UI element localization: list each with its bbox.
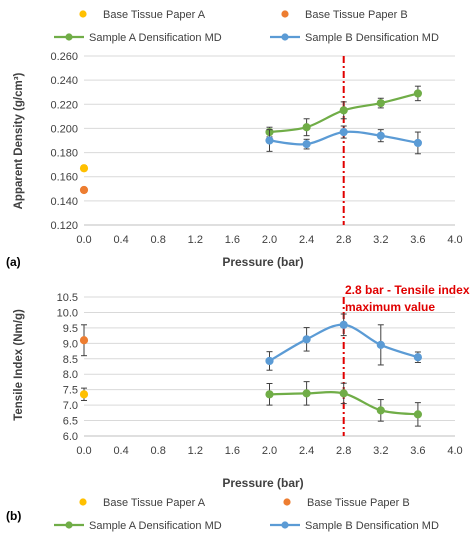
data-point [265,356,274,366]
legend-marker [65,521,73,529]
data-marks [79,297,422,436]
x-tick-label: 1.2 [188,234,203,246]
y-tick-label: 10.5 [57,292,78,304]
chart-density: Base Tissue Paper A Base Tissue Paper B Sa… [6,9,463,269]
y-axis-title: Apparent Density (g/cm³) [13,72,25,209]
legend-entry: Base Tissue Paper B [305,9,408,21]
x-tick-label: 1.6 [225,234,240,246]
x-tick-label: 2.4 [299,234,314,246]
data-point [302,389,311,398]
axes: 0.120 0.140 0.160 0.180 0.200 0.220 0.240 0.260… [50,51,462,246]
data-point [339,127,348,137]
data-point [265,136,274,145]
y-tick-label: 0.140 [50,196,78,208]
legend-entry: Sample B Densification MD [305,32,439,44]
data-point [302,140,311,149]
x-axis-title: Pressure (bar) [222,476,303,490]
data-point [413,353,422,362]
legend-entry: Base Tissue Paper A [103,9,206,21]
data-point [79,336,89,345]
legend-entry: Sample A Densification MD [89,32,222,44]
y-tick-label: 0.260 [50,51,78,63]
data-point [79,390,89,399]
data-marks [79,56,422,225]
x-tick-label: 0.0 [76,445,91,457]
x-tick-label: 3.6 [410,234,425,246]
y-tick-label: 0.120 [50,220,78,232]
data-point [79,185,89,195]
data-point [339,389,348,398]
y-tick-label: 8.0 [63,369,78,381]
x-tick-label: 4.0 [447,445,462,457]
grid-lines [84,55,455,226]
grid-lines [84,296,455,437]
data-point [302,123,311,132]
panel-label: (a) [6,255,21,269]
data-point [413,89,422,98]
y-axis-title: Tensile Index (Nm/g) [13,309,25,421]
x-tick-label: 0.8 [151,234,166,246]
x-tick-label: 4.0 [447,234,462,246]
legend-marker [281,33,289,41]
x-tick-label: 2.0 [262,445,277,457]
y-tick-label: 7.5 [63,385,78,397]
x-tick-label: 2.4 [299,445,314,457]
chart-tensile-index: 6.0 6.5 7.0 7.5 8.0 8.5 9.0 9.5 10.0 10.5 0.0 0.4 0.… [6,283,470,532]
x-tick-label: 3.2 [373,445,388,457]
data-point [376,98,385,108]
legend-entry: Sample B Densification MD [305,520,439,532]
y-tick-label: 6.5 [63,416,78,428]
x-axis-title: Pressure (bar) [222,255,303,269]
y-tick-label: 0.200 [50,123,78,135]
y-tick-label: 0.160 [50,172,78,184]
data-point [79,164,89,173]
legend-entry: Sample A Densification MD [89,520,222,532]
y-tick-label: 8.5 [63,354,78,366]
data-point [413,138,422,148]
panel-label: (b) [6,509,21,523]
y-tick-label: 6.0 [63,431,78,443]
axes: 6.0 6.5 7.0 7.5 8.0 8.5 9.0 9.5 10.0 10.5 0.0 0.4 0.… [57,292,463,457]
data-point [376,406,385,415]
y-tick-label: 7.0 [63,400,78,412]
legend-entry: Base Tissue Paper B [307,497,410,509]
y-tick-label: 0.240 [50,75,78,87]
data-point [339,106,348,115]
x-tick-label: 2.8 [336,234,351,246]
data-point [339,320,348,329]
legend-marker [283,498,291,506]
annotation-line-2: maximum value [345,300,435,314]
data-point [376,131,385,140]
y-tick-label: 9.0 [63,338,78,350]
y-tick-label: 9.5 [63,323,78,335]
legend-bottom: Base Tissue Paper A Base Tissue Paper B Sa… [54,497,439,532]
x-tick-label: 2.8 [336,445,351,457]
x-tick-label: 3.6 [410,445,425,457]
data-point [376,340,385,349]
x-tick-label: 1.6 [225,445,240,457]
x-tick-label: 0.0 [76,234,91,246]
legend-marker [79,10,87,18]
y-tick-label: 0.180 [50,148,78,160]
legend-entry: Base Tissue Paper A [103,497,206,509]
legend-top: Base Tissue Paper A Base Tissue Paper B Sa… [54,9,439,44]
y-tick-label: 0.220 [50,99,78,111]
x-tick-label: 2.0 [262,234,277,246]
legend-marker [79,498,87,506]
x-tick-label: 0.4 [113,445,128,457]
x-tick-label: 0.4 [113,234,128,246]
data-point [302,335,311,344]
x-tick-label: 3.2 [373,234,388,246]
legend-marker [65,33,73,41]
data-point [265,390,274,399]
legend-marker [281,10,289,18]
data-point [413,410,422,419]
x-tick-label: 1.2 [188,445,203,457]
y-tick-label: 10.0 [57,307,78,319]
x-tick-label: 0.8 [151,445,166,457]
legend-marker [281,521,289,529]
annotation-line-1: 2.8 bar - Tensile index [345,283,470,297]
